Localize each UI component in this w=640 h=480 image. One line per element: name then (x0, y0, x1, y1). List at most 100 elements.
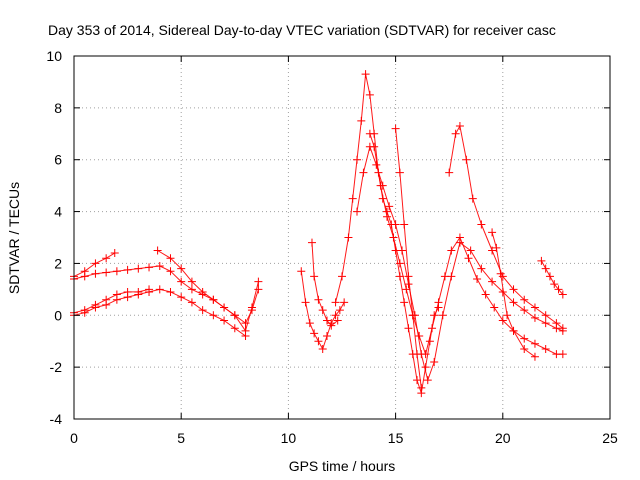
data-point (552, 319, 561, 328)
data-point (558, 290, 567, 299)
data-point (145, 287, 154, 296)
data-point (102, 268, 111, 277)
series-sat-k (391, 124, 426, 392)
series-line (73, 288, 246, 337)
series-line (335, 73, 439, 394)
data-point (404, 324, 413, 333)
data-point (541, 311, 550, 320)
data-point (353, 207, 362, 216)
data-point (395, 259, 404, 268)
y-tick-label: 0 (54, 307, 62, 323)
data-point (318, 306, 327, 315)
data-point (155, 285, 164, 294)
data-point (530, 303, 539, 312)
y-tick-label: -4 (50, 411, 63, 427)
x-tick-label: 25 (602, 430, 618, 446)
data-point (520, 295, 529, 304)
data-point (530, 339, 539, 348)
data-point (391, 220, 400, 229)
data-point (438, 311, 447, 320)
data-point (550, 280, 559, 289)
data-point (198, 287, 207, 296)
data-point (520, 306, 529, 315)
data-point (359, 168, 368, 177)
data-point (102, 300, 111, 309)
data-point (413, 376, 422, 385)
x-tick-label: 10 (281, 430, 297, 446)
y-axis-title: SDTVAR / TECUs (6, 182, 22, 294)
data-point (333, 316, 342, 325)
plot-frame (73, 55, 611, 420)
data-point (447, 246, 456, 255)
data-point (398, 246, 407, 255)
data-point (198, 306, 207, 315)
data-point (385, 202, 394, 211)
data-point (155, 262, 164, 271)
data-point (473, 274, 482, 283)
data-point (331, 311, 340, 320)
data-point (537, 256, 546, 265)
data-point (220, 303, 229, 312)
series-sat-d (70, 285, 250, 341)
data-point (462, 155, 471, 164)
data-point (423, 376, 432, 385)
data-point (530, 352, 539, 361)
data-point (445, 168, 454, 177)
data-point (322, 332, 331, 341)
data-point (481, 290, 490, 299)
data-point (395, 168, 404, 177)
data-point (391, 124, 400, 133)
data-point (322, 316, 331, 325)
data-point (134, 264, 143, 273)
data-point (492, 243, 501, 252)
data-point (338, 272, 346, 281)
data-point (344, 233, 353, 242)
data-point (421, 350, 430, 359)
data-point (166, 254, 175, 263)
data-point (428, 324, 437, 333)
series-line (73, 288, 150, 314)
data-point (488, 277, 497, 286)
x-tick-label: 15 (388, 430, 404, 446)
data-point (110, 249, 119, 258)
data-point (91, 259, 100, 268)
data-point (209, 295, 218, 304)
data-point (254, 285, 263, 294)
data-point (112, 295, 121, 304)
data-point (509, 285, 518, 294)
series-sat-g (307, 238, 342, 330)
data-point (404, 272, 413, 281)
y-tick-label: 4 (54, 204, 62, 220)
data-point (415, 332, 424, 341)
series-line (356, 146, 564, 381)
data-point (477, 264, 486, 273)
data-point (310, 272, 319, 281)
series-sat-m (488, 228, 539, 361)
data-point (365, 90, 374, 99)
data-point (91, 303, 100, 312)
data-point (318, 344, 327, 353)
series-sat-n (537, 256, 567, 299)
data-point (91, 269, 100, 278)
series-sat-c (70, 285, 154, 317)
data-series-layer (70, 70, 567, 398)
data-point (134, 290, 143, 299)
data-point (383, 212, 392, 221)
data-point (177, 264, 186, 273)
data-point (335, 306, 344, 315)
data-point (177, 277, 186, 286)
data-point (404, 280, 413, 289)
series-sat-f (297, 267, 349, 353)
x-tick-label: 5 (177, 430, 185, 446)
series-line (491, 231, 536, 358)
data-point (554, 285, 563, 294)
data-point (530, 313, 539, 322)
data-point (331, 298, 340, 307)
data-point (254, 277, 263, 286)
data-point (451, 129, 460, 138)
data-point (123, 293, 132, 302)
series-line (448, 125, 564, 329)
x-axis-title: GPS time / hours (289, 458, 396, 474)
data-point (187, 285, 196, 294)
data-point (80, 308, 89, 317)
